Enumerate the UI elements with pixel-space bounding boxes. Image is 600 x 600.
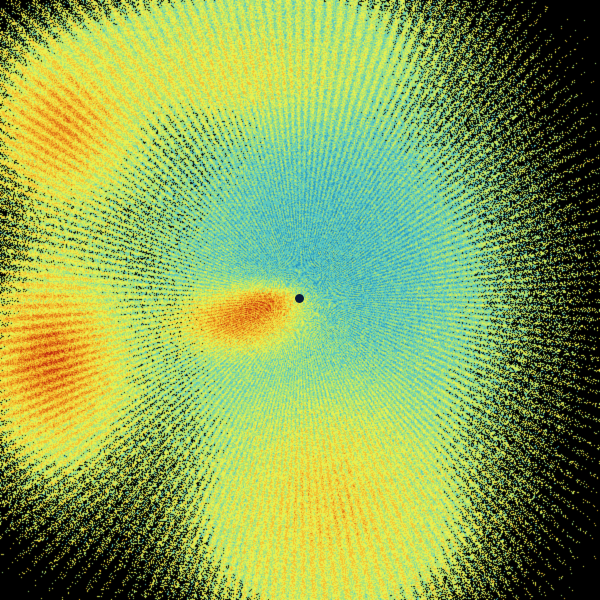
radar-site-icon <box>295 294 304 303</box>
